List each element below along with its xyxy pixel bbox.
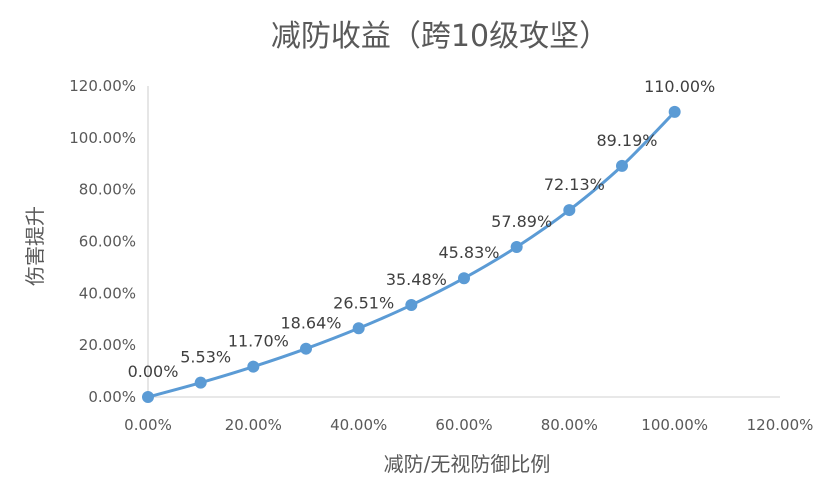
y-axis-label: 伤害提升 <box>23 206 47 286</box>
y-tick-label: 60.00% <box>79 233 136 251</box>
x-tick-label: 20.00% <box>225 416 282 434</box>
data-point <box>563 204 576 217</box>
x-tick-label: 60.00% <box>435 416 492 434</box>
data-point <box>510 240 523 253</box>
data-point <box>458 272 470 285</box>
data-label: 110.00% <box>644 77 715 96</box>
x-axis-label: 减防/无视防御比例 <box>384 452 551 476</box>
x-tick-label: 100.00% <box>641 416 708 434</box>
y-tick-label: 80.00% <box>79 181 136 199</box>
data-label: 35.48% <box>386 270 447 289</box>
data-label: 11.70% <box>228 332 289 351</box>
data-point <box>668 105 681 118</box>
y-tick-label: 20.00% <box>79 336 136 354</box>
x-tick-label: 40.00% <box>330 416 387 434</box>
data-point <box>247 360 260 373</box>
data-label: 57.89% <box>491 212 552 231</box>
data-label: 89.19% <box>596 131 657 150</box>
data-point <box>405 299 418 312</box>
x-tick-label: 120.00% <box>747 416 814 434</box>
y-tick-label: 120.00% <box>69 77 136 95</box>
data-labels: 0.00%5.53%11.70%18.64% 26.51% 35.48% 45.83%… <box>128 77 716 381</box>
chart-title: 减防收益（跨10级攻坚） <box>271 19 609 54</box>
series-group <box>142 105 681 403</box>
y-tick-label: 40.00% <box>79 284 136 302</box>
data-point <box>194 376 207 389</box>
axes <box>147 86 780 398</box>
x-tick-label: 0.00% <box>124 416 172 434</box>
y-tick-label: 100.00% <box>69 129 136 147</box>
data-label: 72.13% <box>544 175 605 194</box>
data-point <box>616 159 628 172</box>
y-tick-label: 0.00% <box>88 388 136 406</box>
data-label: 45.83% <box>438 243 499 262</box>
data-point <box>142 391 154 403</box>
data-label: 26.51% <box>333 293 394 312</box>
tick-labels: 0.00% 20.00% 40.00% 60.00% 80.00% 100.00% 120.… <box>69 77 813 434</box>
data-point <box>300 342 312 355</box>
data-point <box>352 322 365 335</box>
data-label: 18.64% <box>280 314 341 333</box>
x-tick-label: 80.00% <box>541 416 598 434</box>
data-label: 0.00% <box>128 362 179 381</box>
data-label: 5.53% <box>180 348 231 367</box>
